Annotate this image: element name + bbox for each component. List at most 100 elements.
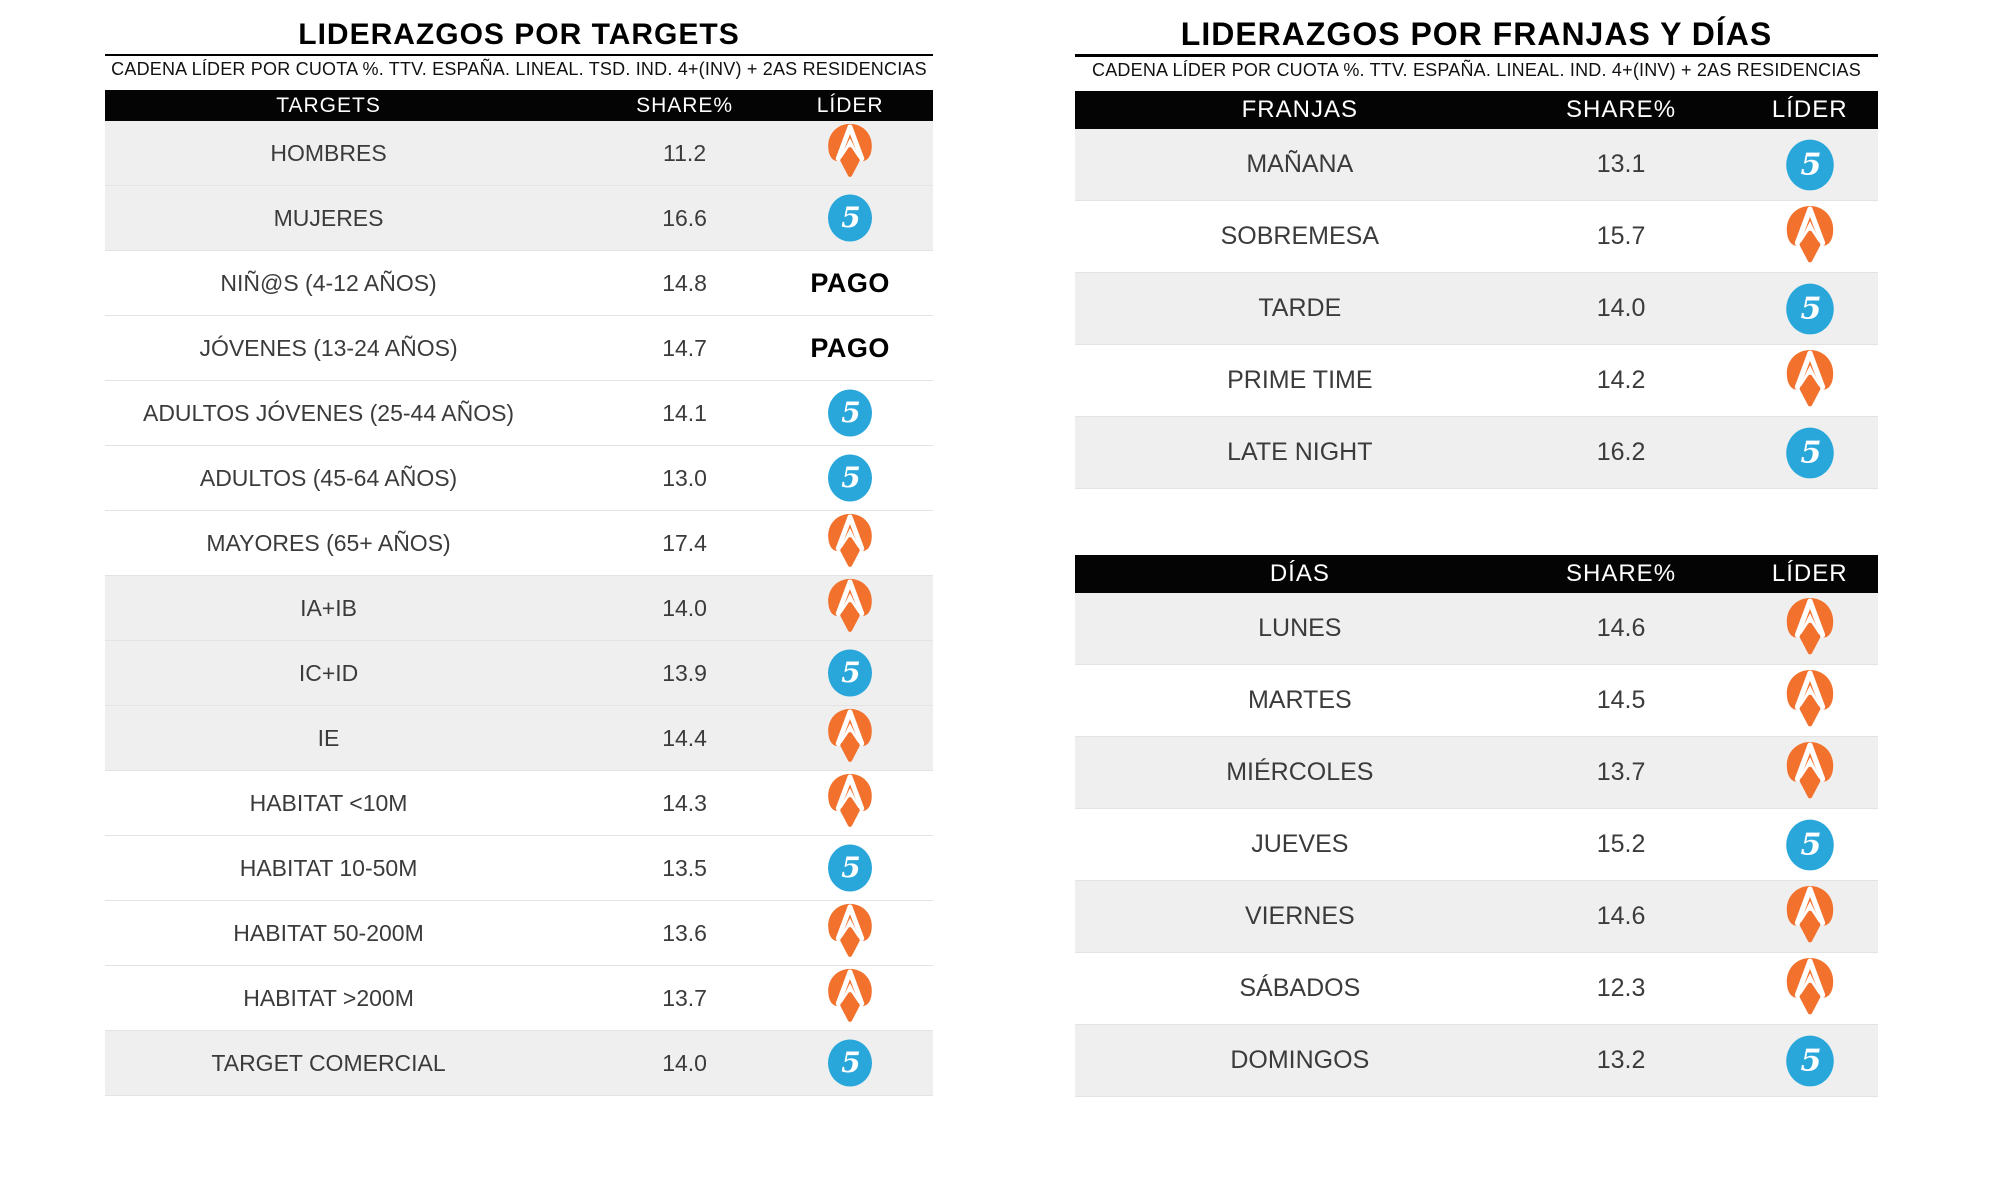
row-label: ADULTOS (45-64 AÑOS) bbox=[199, 464, 458, 491]
row-label: TARDE bbox=[1258, 294, 1342, 322]
svg-text:5: 5 bbox=[841, 656, 860, 689]
row-leader: 5 bbox=[1750, 273, 1870, 344]
antena3-logo-icon bbox=[819, 707, 881, 769]
antena3-logo-icon bbox=[1777, 740, 1843, 806]
row-leader: 5 bbox=[784, 836, 916, 900]
row-share-value: 14.8 bbox=[662, 269, 707, 296]
row-label: HABITAT 10-50M bbox=[239, 854, 418, 881]
row-label: IA+IB bbox=[300, 594, 357, 621]
row-leader: 5 bbox=[784, 186, 916, 250]
svg-text:5: 5 bbox=[841, 461, 860, 494]
table-row: ADULTOS (45-64 AÑOS) 13.0 5 bbox=[105, 446, 933, 511]
row-label: HABITAT <10M bbox=[249, 789, 408, 816]
antena3-logo-icon bbox=[1777, 956, 1843, 1022]
franjas-table-rows: MAÑANA 13.1 5 SOBREMESA 15.7 TARDE 14.0 5 PRIME … bbox=[1075, 129, 1878, 489]
row-label: MIÉRCOLES bbox=[1226, 758, 1374, 786]
telecinco-logo-icon: 5 bbox=[1783, 1034, 1837, 1088]
row-share-value: 14.6 bbox=[1596, 902, 1646, 930]
table-row: DOMINGOS 13.2 5 bbox=[1075, 1025, 1878, 1097]
row-label: MAYORES (65+ AÑOS) bbox=[206, 529, 451, 556]
table-row: MAYORES (65+ AÑOS) 17.4 bbox=[105, 511, 933, 576]
franjas-dias-subtitle: CADENA LÍDER POR CUOTA %. TTV. ESPAÑA. L… bbox=[1092, 60, 1861, 80]
telecinco-logo-icon: 5 bbox=[1783, 426, 1837, 480]
row-share-value: 13.2 bbox=[1596, 1046, 1646, 1074]
row-leader: 5 bbox=[1750, 809, 1870, 880]
row-leader bbox=[784, 901, 916, 965]
section-gap bbox=[1075, 489, 1878, 547]
franjas-header-row: FRANJAS SHARE% LÍDER bbox=[1075, 91, 1878, 129]
antena3-logo-icon bbox=[1777, 884, 1843, 950]
row-leader bbox=[1750, 345, 1870, 416]
table-row: HABITAT 10-50M 13.5 5 bbox=[105, 836, 933, 901]
row-label: IE bbox=[317, 724, 340, 751]
targets-table: LIDERAZGOS POR TARGETS CADENA LÍDER POR … bbox=[105, 16, 933, 1096]
column-header-share: SHARE% bbox=[1566, 96, 1677, 123]
svg-text:5: 5 bbox=[841, 201, 860, 234]
column-header-lider: LÍDER bbox=[1771, 96, 1848, 123]
column-header-franjas: FRANJAS bbox=[1241, 96, 1358, 123]
svg-text:5: 5 bbox=[1800, 1043, 1821, 1078]
row-leader: PAGO bbox=[784, 316, 916, 380]
row-label: SOBREMESA bbox=[1220, 222, 1379, 250]
antena3-logo-icon bbox=[1777, 668, 1843, 734]
antena3-logo-icon bbox=[1777, 348, 1843, 414]
telecinco-logo-icon: 5 bbox=[825, 388, 875, 438]
row-share-value: 14.4 bbox=[662, 724, 707, 751]
row-share-value: 16.6 bbox=[662, 204, 707, 231]
row-label: MARTES bbox=[1247, 686, 1352, 714]
row-leader: 5 bbox=[784, 446, 916, 510]
row-leader: 5 bbox=[784, 641, 916, 705]
row-leader: 5 bbox=[1750, 1025, 1870, 1096]
row-leader bbox=[784, 511, 916, 575]
row-share-value: 14.0 bbox=[1596, 294, 1646, 322]
row-share-value: 14.0 bbox=[662, 1049, 707, 1076]
column-header-share: SHARE% bbox=[636, 93, 734, 117]
title-underline bbox=[105, 54, 933, 56]
row-leader bbox=[1750, 737, 1870, 808]
row-share-value: 13.7 bbox=[1596, 758, 1646, 786]
row-leader bbox=[784, 966, 916, 1030]
antena3-logo-icon bbox=[819, 967, 881, 1029]
svg-text:5: 5 bbox=[1800, 827, 1821, 862]
row-share-value: 14.7 bbox=[662, 334, 707, 361]
row-leader: PAGO bbox=[784, 251, 916, 315]
svg-text:5: 5 bbox=[1800, 147, 1821, 182]
table-row: SOBREMESA 15.7 bbox=[1075, 201, 1878, 273]
row-share-value: 13.0 bbox=[662, 464, 707, 491]
table-row: MIÉRCOLES 13.7 bbox=[1075, 737, 1878, 809]
row-leader bbox=[784, 771, 916, 835]
svg-text:5: 5 bbox=[1800, 291, 1821, 326]
pago-label: PAGO bbox=[810, 267, 890, 298]
row-leader bbox=[784, 706, 916, 770]
row-label: LATE NIGHT bbox=[1227, 438, 1373, 466]
antena3-logo-icon bbox=[819, 577, 881, 639]
row-leader bbox=[1750, 593, 1870, 664]
targets-table-rows: HOMBRES 11.2 MUJERES 16.6 5 NIÑ@S (4-12 AÑOS)… bbox=[105, 121, 933, 1096]
column-header-share: SHARE% bbox=[1566, 560, 1677, 587]
row-share-value: 15.2 bbox=[1596, 830, 1646, 858]
table-row: NIÑ@S (4-12 AÑOS) 14.8 PAGO bbox=[105, 251, 933, 316]
row-leader bbox=[1750, 881, 1870, 952]
telecinco-logo-icon: 5 bbox=[825, 193, 875, 243]
table-row: PRIME TIME 14.2 bbox=[1075, 345, 1878, 417]
telecinco-logo-icon: 5 bbox=[1783, 282, 1837, 336]
table-row: HABITAT 50-200M 13.6 bbox=[105, 901, 933, 966]
table-row: IA+IB 14.0 bbox=[105, 576, 933, 641]
targets-header-row: TARGETS SHARE% LÍDER bbox=[105, 90, 933, 121]
row-label: PRIME TIME bbox=[1227, 366, 1373, 394]
antena3-logo-icon bbox=[1777, 596, 1843, 662]
telecinco-logo-icon: 5 bbox=[825, 843, 875, 893]
row-label: JUEVES bbox=[1251, 830, 1349, 858]
table-row: VIERNES 14.6 bbox=[1075, 881, 1878, 953]
table-row: LATE NIGHT 16.2 5 bbox=[1075, 417, 1878, 489]
table-row: JUEVES 15.2 5 bbox=[1075, 809, 1878, 881]
row-leader bbox=[1750, 953, 1870, 1024]
franjas-dias-title: LIDERAZGOS POR FRANJAS Y DÍAS bbox=[1180, 16, 1773, 52]
row-label: MAÑANA bbox=[1246, 150, 1354, 178]
table-row: JÓVENES (13-24 AÑOS) 14.7 PAGO bbox=[105, 316, 933, 381]
antena3-logo-icon bbox=[819, 512, 881, 574]
row-share-value: 14.2 bbox=[1596, 366, 1646, 394]
row-share-value: 15.7 bbox=[1596, 222, 1646, 250]
row-share-value: 13.5 bbox=[662, 854, 707, 881]
